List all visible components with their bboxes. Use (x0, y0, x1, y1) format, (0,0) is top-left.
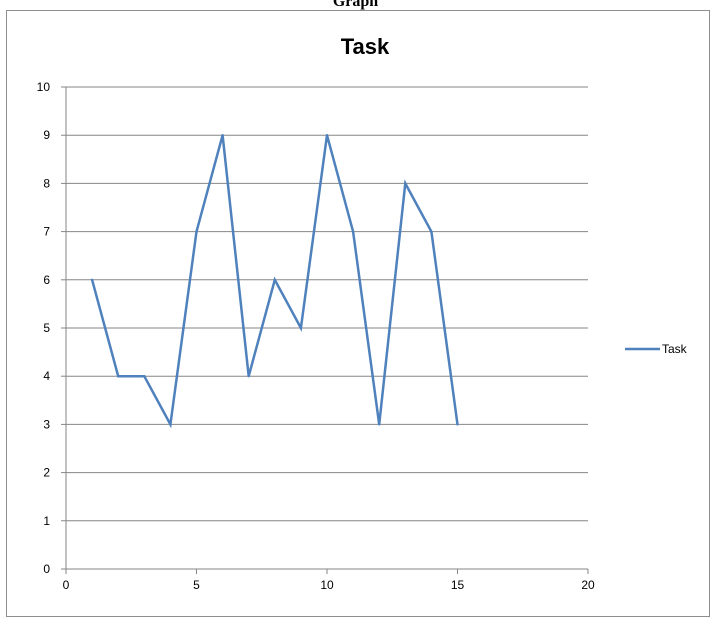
x-tick-label-10: 10 (320, 578, 334, 592)
data-point (456, 423, 459, 426)
legend-label-task: Task (662, 342, 688, 356)
data-point (221, 134, 224, 137)
y-tick-label-0: 0 (43, 562, 50, 576)
y-tick-label-2: 2 (43, 466, 50, 480)
data-point (404, 182, 407, 185)
page-heading: Graph (332, 0, 379, 10)
data-point (273, 278, 276, 281)
y-tick-label-7: 7 (43, 225, 50, 239)
chart-title: Task (341, 34, 390, 59)
data-point (299, 326, 303, 330)
x-tick-label-15: 15 (451, 578, 465, 592)
data-point (378, 423, 381, 426)
y-tick-label-1: 1 (43, 514, 50, 528)
x-tick-label-0: 0 (63, 578, 70, 592)
y-tick-label-4: 4 (43, 369, 50, 383)
y-tick-label-6: 6 (43, 273, 50, 287)
data-point (195, 230, 198, 233)
y-tick-label-3: 3 (43, 417, 50, 431)
chart-frame (6, 10, 710, 617)
data-point (351, 230, 355, 233)
data-point (143, 375, 146, 378)
y-tick-label-10: 10 (37, 80, 51, 94)
y-tick-label-5: 5 (43, 321, 50, 335)
y-tick-label-8: 8 (43, 176, 50, 190)
data-point (117, 375, 120, 378)
data-point (325, 134, 329, 137)
x-tick-label-20: 20 (581, 578, 595, 592)
y-tick-label-9: 9 (43, 128, 50, 142)
data-point (430, 230, 433, 233)
data-point (90, 278, 94, 281)
data-point (247, 375, 250, 378)
data-point (169, 423, 172, 426)
x-tick-label-5: 5 (193, 578, 200, 592)
